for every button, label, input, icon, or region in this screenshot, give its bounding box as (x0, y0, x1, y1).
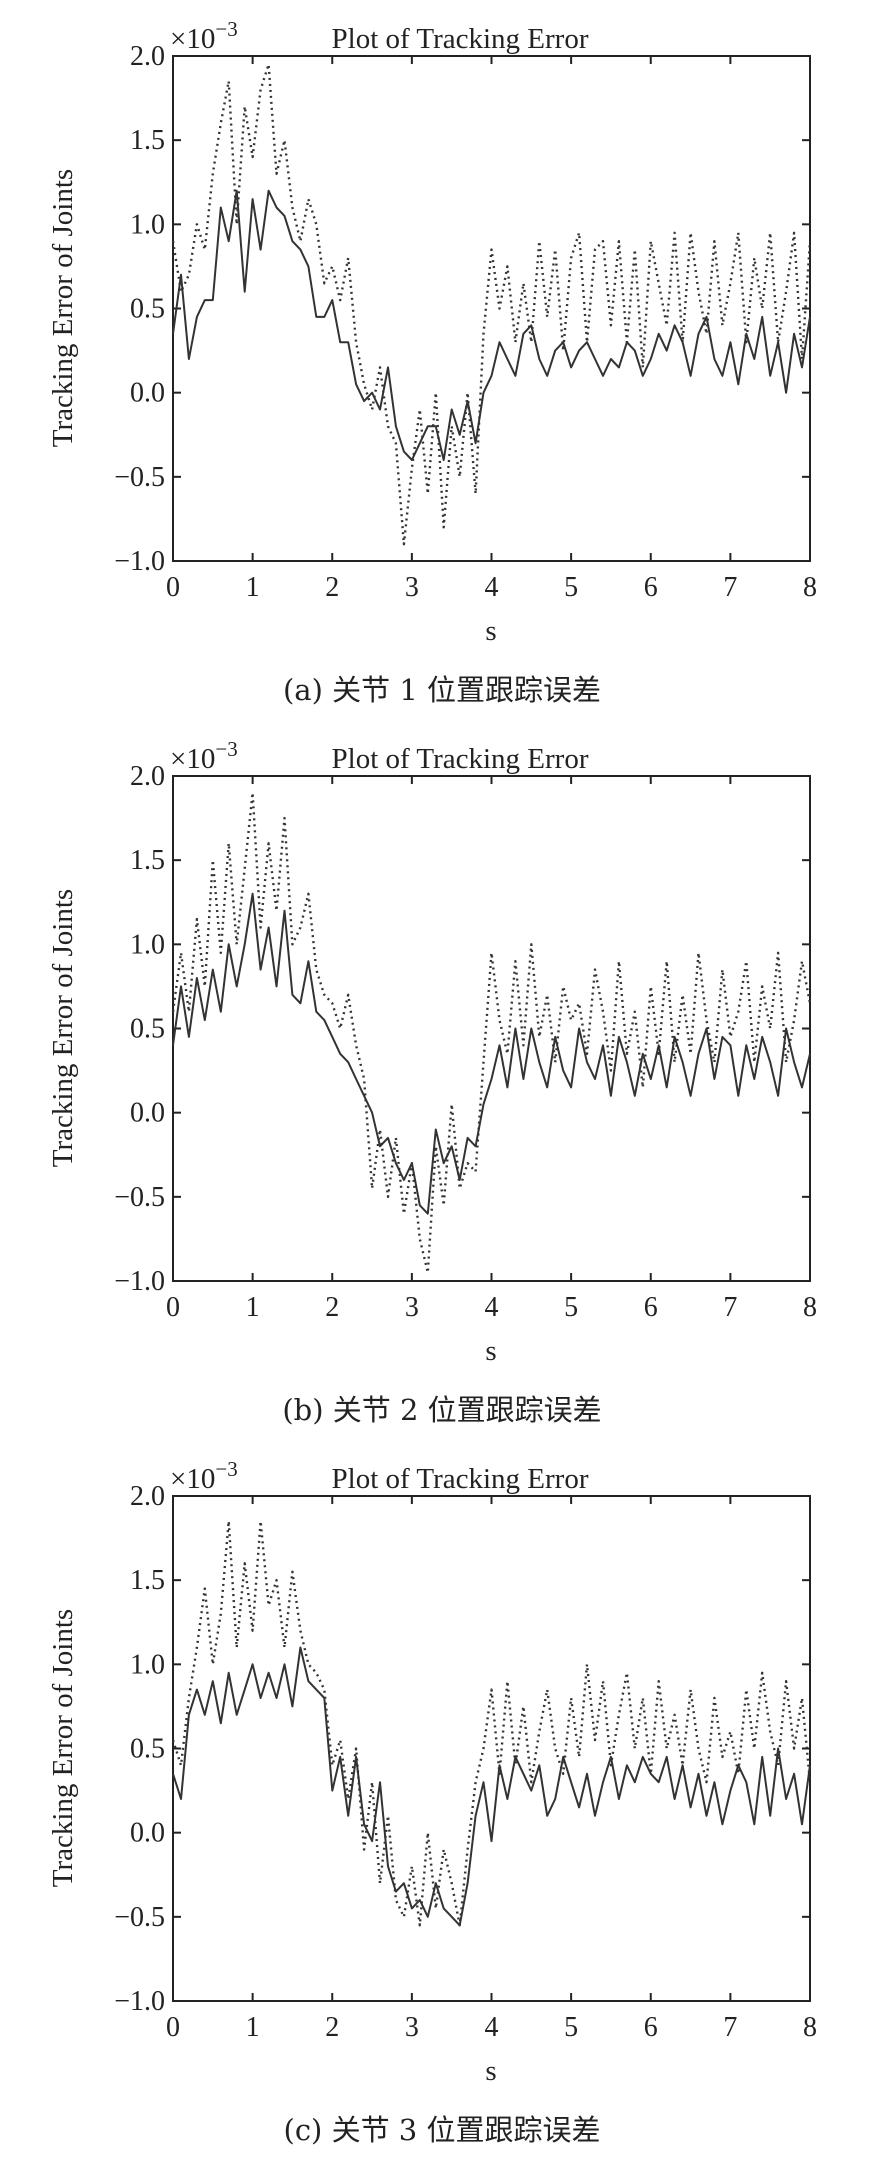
x-tick-label: 0 (166, 572, 180, 603)
y-tick-label: 0.0 (130, 1098, 165, 1129)
series-group (171, 1519, 812, 1927)
x-ticks: 0 1 2 3 4 5 6 7 8 (166, 56, 817, 603)
x-tick-label: 6 (644, 1292, 658, 1323)
caption: (a) 关节 1 位置跟踪误差 (283, 673, 601, 707)
x-tick-label: 3 (405, 2012, 419, 2043)
series-line-dotted (171, 791, 812, 1274)
chart-panel-a: Plot of Tracking Error ×10−3 −1.0 −0.5 0.0… (47, 17, 817, 707)
x-ticks: 0 1 2 3 4 5 6 7 8 (166, 1496, 817, 2043)
y-tick-label: 2.0 (130, 41, 165, 72)
chart-title: Plot of Tracking Error (332, 743, 589, 775)
x-tick-label: 3 (405, 572, 419, 603)
y-tick-label: 2.0 (130, 761, 165, 792)
x-tick-label: 8 (803, 572, 817, 603)
series-group (171, 791, 812, 1274)
chart-panel-b: Plot of Tracking Error ×10−3 −1.0 −0.5 0.0… (47, 737, 817, 1427)
y-tick-label: 0.5 (130, 294, 165, 325)
y-tick-label: 0.0 (130, 378, 165, 409)
y-tick-label: 2.0 (130, 1481, 165, 1512)
y-tick-label: −1.0 (114, 546, 165, 577)
y-tick-label: 1.0 (130, 209, 165, 240)
x-tick-label: 7 (723, 1292, 737, 1323)
x-tick-label: 1 (246, 1292, 260, 1323)
series-line-solid (172, 892, 811, 1215)
y-multiplier: ×10−3 (170, 17, 238, 55)
x-tick-label: 1 (246, 2012, 260, 2043)
y-tick-label: 0.5 (130, 1014, 165, 1045)
y-multiplier: ×10−3 (170, 737, 238, 775)
y-axis-label: Tracking Error of Joints (47, 889, 79, 1167)
series-line-dotted (171, 1519, 812, 1927)
chart-panel-c: Plot of Tracking Error ×10−3 −1.0 −0.5 0.0… (47, 1457, 817, 2147)
y-ticks: −1.0 −0.5 0.0 0.5 1.0 1.5 2.0 (114, 41, 810, 577)
y-ticks: −1.0 −0.5 0.0 0.5 1.0 1.5 2.0 (114, 1481, 810, 2017)
x-tick-label: 0 (166, 2012, 180, 2043)
y-axis-label: Tracking Error of Joints (47, 169, 79, 447)
x-tick-label: 4 (485, 1292, 499, 1323)
x-tick-label: 1 (246, 572, 260, 603)
x-tick-label: 0 (166, 1292, 180, 1323)
x-tick-label: 6 (644, 572, 658, 603)
y-tick-label: −1.0 (114, 1266, 165, 1297)
chart-title: Plot of Tracking Error (332, 23, 589, 55)
series-group (171, 63, 812, 546)
plot-frame (172, 1495, 811, 2002)
series-line-solid (172, 189, 811, 461)
x-tick-label: 4 (485, 572, 499, 603)
plot-frame (172, 775, 811, 1282)
x-tick-label: 2 (325, 1292, 339, 1323)
y-ticks: −1.0 −0.5 0.0 0.5 1.0 1.5 2.0 (114, 761, 810, 1297)
x-axis-label: s (485, 615, 496, 647)
x-axis-label: s (485, 2055, 496, 2087)
plot-frame (172, 55, 811, 562)
y-tick-label: 1.0 (130, 1649, 165, 1680)
y-tick-label: 1.0 (130, 929, 165, 960)
x-tick-label: 5 (564, 2012, 578, 2043)
x-tick-label: 2 (325, 572, 339, 603)
y-tick-label: 0.0 (130, 1818, 165, 1849)
caption: (b) 关节 2 位置跟踪误差 (282, 1393, 601, 1427)
y-tick-label: 0.5 (130, 1734, 165, 1765)
y-tick-label: 1.5 (130, 845, 165, 876)
x-tick-label: 4 (485, 2012, 499, 2043)
series-line-dotted (171, 63, 812, 546)
x-tick-label: 8 (803, 1292, 817, 1323)
y-tick-label: 1.5 (130, 1565, 165, 1596)
x-ticks: 0 1 2 3 4 5 6 7 8 (166, 776, 817, 1323)
y-tick-label: 1.5 (130, 125, 165, 156)
x-tick-label: 6 (644, 2012, 658, 2043)
x-tick-label: 7 (723, 2012, 737, 2043)
y-tick-label: −0.5 (114, 1902, 165, 1933)
x-axis-label: s (485, 1335, 496, 1367)
y-axis-label: Tracking Error of Joints (47, 1609, 79, 1887)
x-tick-label: 5 (564, 1292, 578, 1323)
x-tick-label: 2 (325, 2012, 339, 2043)
y-multiplier: ×10−3 (170, 1457, 238, 1495)
caption: (c) 关节 3 位置跟踪误差 (284, 2113, 601, 2147)
x-tick-label: 7 (723, 572, 737, 603)
x-tick-label: 8 (803, 2012, 817, 2043)
y-tick-label: −0.5 (114, 1182, 165, 1213)
series-line-solid (172, 1646, 811, 1927)
y-tick-label: −0.5 (114, 462, 165, 493)
x-tick-label: 3 (405, 1292, 419, 1323)
chart-title: Plot of Tracking Error (332, 1463, 589, 1495)
y-tick-label: −1.0 (114, 1986, 165, 2017)
x-tick-label: 5 (564, 572, 578, 603)
